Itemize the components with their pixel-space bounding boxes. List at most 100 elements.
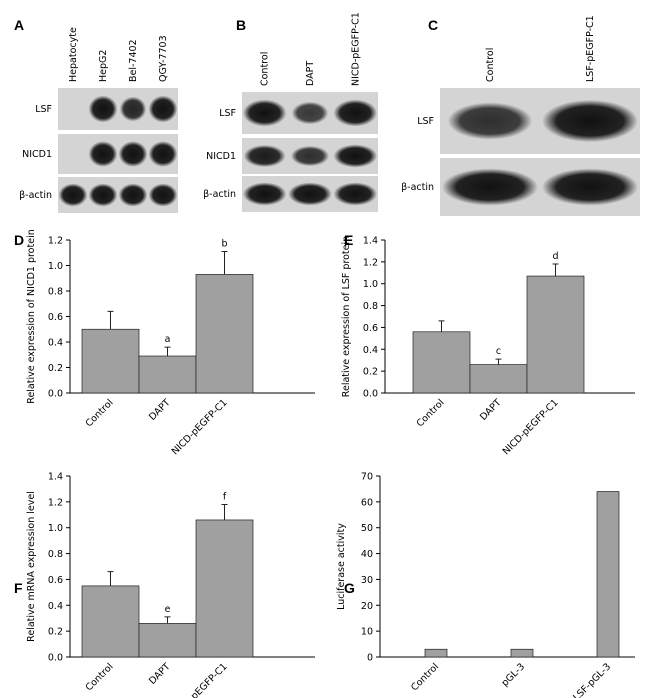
- bar: [424, 648, 448, 658]
- lane-label: DAPT: [305, 61, 316, 86]
- y-tick-label: 30: [361, 575, 373, 586]
- y-tick-label: 0.2: [48, 363, 63, 374]
- y-axis-label: Relative expression of NICD1 protein: [26, 229, 37, 403]
- panel-label: E: [344, 232, 353, 248]
- y-tick-label: 50: [361, 523, 373, 534]
- bar: [526, 275, 585, 394]
- error-bar: [107, 310, 114, 330]
- error-bar: [221, 503, 228, 520]
- y-tick-label: 0.8: [48, 287, 63, 298]
- lane-label: LSF-pEGFP-C1: [585, 15, 596, 82]
- x-tick-label: Control: [409, 661, 441, 693]
- bar: [81, 328, 140, 394]
- x-tick-label: LSF-pGL-3: [571, 661, 613, 698]
- y-tick-label: 1.2: [363, 257, 378, 268]
- y-tick-label: 0.8: [48, 549, 63, 560]
- row-label: β-actin: [19, 190, 52, 201]
- panel-label: G: [344, 580, 355, 596]
- blot-band: [243, 144, 286, 168]
- annotation: c: [496, 346, 501, 357]
- annotation: e: [165, 604, 171, 615]
- x-tick-label: DAPT: [147, 397, 173, 423]
- panel-label: B: [236, 17, 246, 33]
- y-tick-label: 1.0: [363, 279, 378, 290]
- error-bar: [438, 320, 445, 332]
- bar: [138, 623, 197, 658]
- y-tick-label: 0.0: [48, 653, 63, 664]
- blot-band: [333, 99, 378, 127]
- blot-band: [118, 141, 148, 167]
- annotation: b: [221, 238, 227, 249]
- lane-label: NICD-pEGFP-C1: [350, 12, 361, 86]
- y-tick-label: 1.0: [48, 523, 63, 534]
- y-tick-label: 1.2: [48, 236, 63, 247]
- row-label: NICD1: [22, 149, 52, 160]
- y-tick-label: 40: [361, 549, 373, 560]
- y-tick-label: 1.4: [363, 236, 378, 247]
- bar: [469, 364, 528, 394]
- blot-band: [88, 95, 118, 123]
- x-tick-label: Control: [415, 397, 447, 429]
- y-tick-label: 20: [361, 601, 373, 612]
- blot-band: [288, 182, 332, 206]
- y-tick-label: 0.0: [48, 389, 63, 400]
- panel-label: D: [14, 232, 24, 248]
- error-bar: [552, 263, 559, 277]
- bar: [412, 331, 471, 394]
- error-bar: [495, 358, 502, 365]
- annotation: f: [223, 491, 227, 502]
- lane-label: QGY-7703: [158, 35, 169, 82]
- y-tick-label: 0.8: [363, 301, 378, 312]
- blot-band: [148, 95, 178, 123]
- blot-band: [333, 144, 378, 168]
- blot-band: [291, 101, 329, 125]
- y-tick-label: 0.4: [48, 338, 63, 349]
- bar: [81, 585, 140, 658]
- y-tick-label: 0: [367, 653, 373, 664]
- blot-band: [88, 183, 118, 207]
- y-tick-label: 0.2: [48, 627, 63, 638]
- row-label: LSF: [219, 108, 236, 119]
- bar: [138, 355, 197, 394]
- y-tick-label: 0.4: [363, 345, 378, 356]
- y-tick-label: 0.6: [48, 575, 63, 586]
- blot-band: [58, 183, 88, 207]
- x-tick-label: Control: [84, 397, 116, 429]
- blot-band: [119, 96, 147, 122]
- blot-band: [542, 99, 638, 143]
- blot-band: [290, 145, 330, 167]
- y-tick-label: 10: [361, 627, 373, 638]
- panel-label: F: [14, 580, 23, 596]
- x-tick-label: NICD-pEGFP-C1: [170, 397, 230, 457]
- blot-band: [542, 168, 638, 206]
- y-axis-label: Relative expression of LSF protein: [341, 236, 352, 397]
- blot-band: [88, 141, 118, 167]
- x-tick-label: pGL-3: [500, 661, 528, 689]
- y-tick-label: 0.4: [48, 601, 63, 612]
- y-tick-label: 1.0: [48, 261, 63, 272]
- x-tick-label: NICD-pEGFP-C1: [170, 661, 230, 698]
- lane-label: Bel-7402: [128, 39, 139, 82]
- lane-label: Control: [260, 52, 271, 86]
- row-label: β-actin: [401, 182, 434, 193]
- blot-band: [242, 99, 287, 127]
- blot-band: [333, 182, 378, 206]
- y-axis-label: Relative mRNA expression level: [26, 491, 37, 642]
- error-bar: [107, 571, 114, 586]
- row-label: LSF: [417, 116, 434, 127]
- lane-label: HepG2: [98, 50, 109, 82]
- error-bar: [164, 616, 171, 624]
- annotation: d: [552, 251, 558, 262]
- y-tick-label: 1.2: [48, 497, 63, 508]
- blot-band: [148, 141, 178, 167]
- blot-band: [242, 182, 287, 206]
- bar: [195, 519, 254, 658]
- y-tick-label: 0.2: [363, 367, 378, 378]
- blot-band: [118, 183, 148, 207]
- lane-label: Control: [485, 48, 496, 82]
- blot-band: [447, 102, 533, 140]
- y-axis-label: Luciferase activity: [336, 523, 347, 610]
- row-label: β-actin: [203, 189, 236, 200]
- bar: [596, 491, 620, 658]
